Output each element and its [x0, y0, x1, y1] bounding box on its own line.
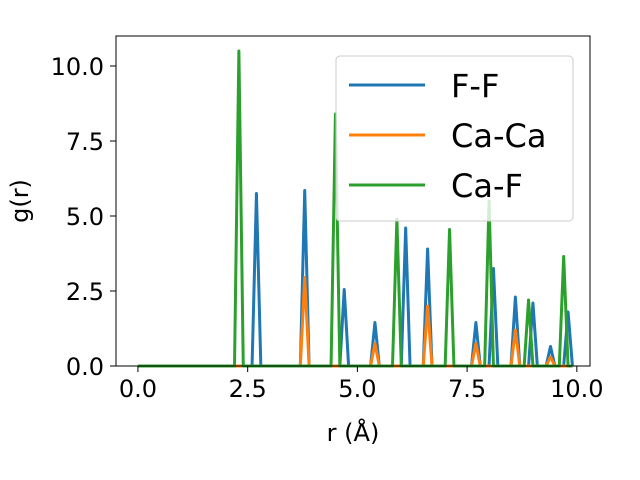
legend-label-ca-f: Ca-F [451, 167, 523, 205]
y-tick-label: 0.0 [66, 353, 104, 381]
plot-frame [115, 35, 591, 367]
x-tick-label: 7.5 [448, 375, 486, 403]
legend: F-F Ca-Ca Ca-F [335, 55, 574, 222]
x-tick-label: 10.0 [550, 375, 603, 403]
x-tick-label: 5.0 [338, 375, 376, 403]
legend-box [335, 55, 574, 222]
y-axis: 0.0 2.5 5.0 7.5 10.0 [51, 53, 116, 381]
x-tick-label: 0.0 [119, 375, 157, 403]
x-tick-label: 2.5 [229, 375, 267, 403]
x-axis: 0.0 2.5 5.0 7.5 10.0 [119, 366, 604, 403]
series-line-ca-ca [137, 276, 573, 368]
y-tick-label: 5.0 [66, 203, 104, 231]
legend-label-f-f: F-F [451, 67, 499, 105]
legend-label-ca-ca: Ca-Ca [451, 117, 546, 155]
y-tick-label: 10.0 [51, 53, 104, 81]
y-axis-label: g(r) [6, 179, 34, 223]
y-tick-label: 2.5 [66, 278, 104, 306]
x-axis-label: r (Å) [327, 418, 380, 447]
y-tick-label: 7.5 [66, 128, 104, 156]
